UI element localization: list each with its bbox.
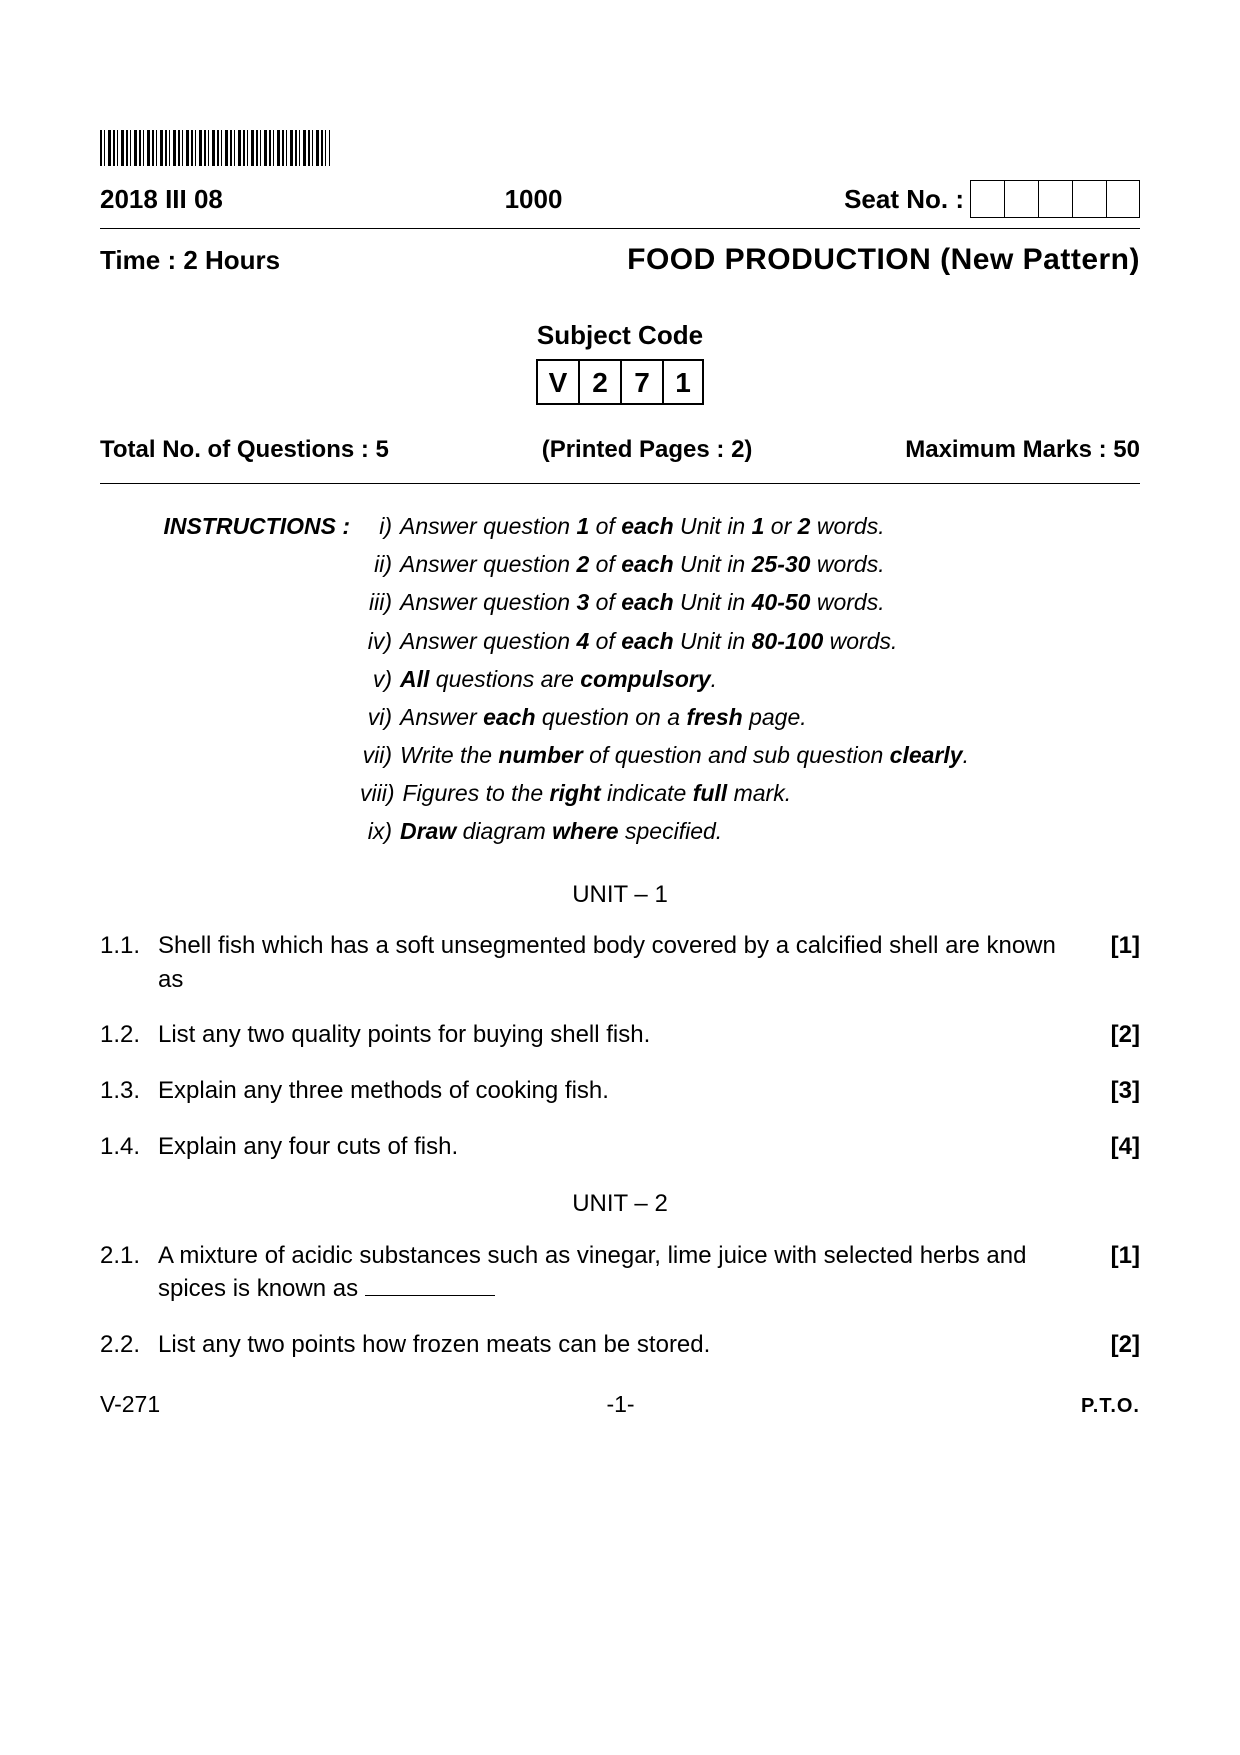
seat-no: Seat No. : [844,180,1140,218]
seat-boxes[interactable] [970,180,1140,218]
instruction-roman: vi) [360,701,400,733]
question-text: List any two quality points for buying s… [158,1018,1096,1052]
footer: V-271 -1- P.T.O. [100,1388,1140,1420]
paper-title: FOOD PRODUCTION (New Pattern) [280,239,1140,281]
header-row-1: 2018 III 08 1000 Seat No. : [100,180,1140,218]
center-number: 1000 [223,181,844,217]
instruction-item: iv)Answer question 4 of each Unit in 80-… [100,625,1140,657]
header-row-3: Total No. of Questions : 5 (Printed Page… [100,433,1140,467]
question-number: 2.2. [100,1328,158,1362]
unit-heading: UNIT – 1 [100,878,1140,912]
question-row: 1.2.List any two quality points for buyi… [100,1018,1140,1052]
instruction-item: viii)Figures to the right indicate full … [100,777,1140,809]
instruction-text: Answer question 1 of each Unit in 1 or 2… [400,510,1140,542]
instructions-label [100,586,360,618]
question-text: List any two points how frozen meats can… [158,1328,1096,1362]
divider [100,228,1140,229]
instruction-text: Answer question 2 of each Unit in 25-30 … [400,548,1140,580]
instruction-text: Figures to the right indicate full mark. [403,777,1141,809]
instruction-roman: v) [360,663,400,695]
question-text: Explain any three methods of cooking fis… [158,1074,1096,1108]
max-marks: Maximum Marks : 50 [905,433,1140,467]
subject-code-char: 7 [620,359,662,405]
time-allowed: Time : 2 Hours [100,242,280,278]
instruction-roman: iii) [360,586,400,618]
instructions-label [100,625,360,657]
seat-box[interactable] [970,180,1004,218]
fill-blank[interactable] [365,1295,495,1296]
instruction-item: vi)Answer each question on a fresh page. [100,701,1140,733]
question-text: Explain any four cuts of fish. [158,1130,1096,1164]
instructions-label: INSTRUCTIONS : [100,510,360,542]
subject-code-block: Subject Code V 2 7 1 [100,317,1140,405]
barcode [100,130,330,166]
question-row: 1.3.Explain any three methods of cooking… [100,1074,1140,1108]
instruction-item: vii)Write the number of question and sub… [100,739,1140,771]
subject-code-label: Subject Code [100,317,1140,353]
question-row: 2.1.A mixture of acidic substances such … [100,1239,1140,1306]
question-text: A mixture of acidic substances such as v… [158,1239,1096,1306]
question-number: 2.1. [100,1239,158,1306]
instruction-text: Answer each question on a fresh page. [400,701,1140,733]
instruction-item: ix)Draw diagram where specified. [100,815,1140,847]
pto: P.T.O. [1081,1392,1140,1420]
subject-code-char: 1 [662,359,704,405]
instructions-label [100,815,360,847]
instructions-label [100,701,360,733]
instruction-roman: i) [360,510,400,542]
question-mark: [3] [1096,1074,1140,1108]
instructions: INSTRUCTIONS :i)Answer question 1 of eac… [100,510,1140,848]
instruction-item: iii)Answer question 3 of each Unit in 40… [100,586,1140,618]
seat-box[interactable] [1106,180,1140,218]
instructions-label [100,663,360,695]
subject-code-char: V [536,359,578,405]
instruction-item: ii)Answer question 2 of each Unit in 25-… [100,548,1140,580]
instruction-roman: viii) [360,777,403,809]
question-mark: [1] [1096,929,1140,996]
question-number: 1.2. [100,1018,158,1052]
instruction-text: Answer question 3 of each Unit in 40-50 … [400,586,1140,618]
instruction-roman: iv) [360,625,400,657]
question-row: 1.1.Shell fish which has a soft unsegmen… [100,929,1140,996]
units: UNIT – 1 1.1.Shell fish which has a soft … [100,878,1140,1362]
divider [100,483,1140,484]
subject-code-boxes: V 2 7 1 [536,359,704,405]
header-row-2: Time : 2 Hours FOOD PRODUCTION (New Patt… [100,239,1140,281]
question-row: 1.4.Explain any four cuts of fish.[4] [100,1130,1140,1164]
unit-heading: UNIT – 2 [100,1187,1140,1221]
question-row: 2.2.List any two points how frozen meats… [100,1328,1140,1362]
instruction-text: Draw diagram where specified. [400,815,1140,847]
instruction-roman: ii) [360,548,400,580]
question-number: 1.4. [100,1130,158,1164]
instructions-label [100,777,360,809]
question-number: 1.3. [100,1074,158,1108]
seat-box[interactable] [1072,180,1106,218]
question-text: Shell fish which has a soft unsegmented … [158,929,1096,996]
seat-box[interactable] [1038,180,1072,218]
total-questions: Total No. of Questions : 5 [100,433,389,467]
printed-pages: (Printed Pages : 2) [542,433,753,467]
instructions-label [100,739,360,771]
question-mark: [2] [1096,1018,1140,1052]
exam-date-code: 2018 III 08 [100,181,223,217]
question-number: 1.1. [100,929,158,996]
instruction-roman: ix) [360,815,400,847]
paper-code: V-271 [100,1388,160,1420]
instructions-label [100,548,360,580]
instruction-item: v)All questions are compulsory. [100,663,1140,695]
question-mark: [2] [1096,1328,1140,1362]
instruction-text: All questions are compulsory. [400,663,1140,695]
instruction-item: INSTRUCTIONS :i)Answer question 1 of eac… [100,510,1140,542]
question-mark: [1] [1096,1239,1140,1306]
seat-label: Seat No. : [844,181,964,217]
page-number: -1- [160,1388,1081,1420]
seat-box[interactable] [1004,180,1038,218]
subject-code-char: 2 [578,359,620,405]
instruction-text: Write the number of question and sub que… [400,739,1140,771]
question-mark: [4] [1096,1130,1140,1164]
instruction-text: Answer question 4 of each Unit in 80-100… [400,625,1140,657]
instruction-roman: vii) [360,739,400,771]
